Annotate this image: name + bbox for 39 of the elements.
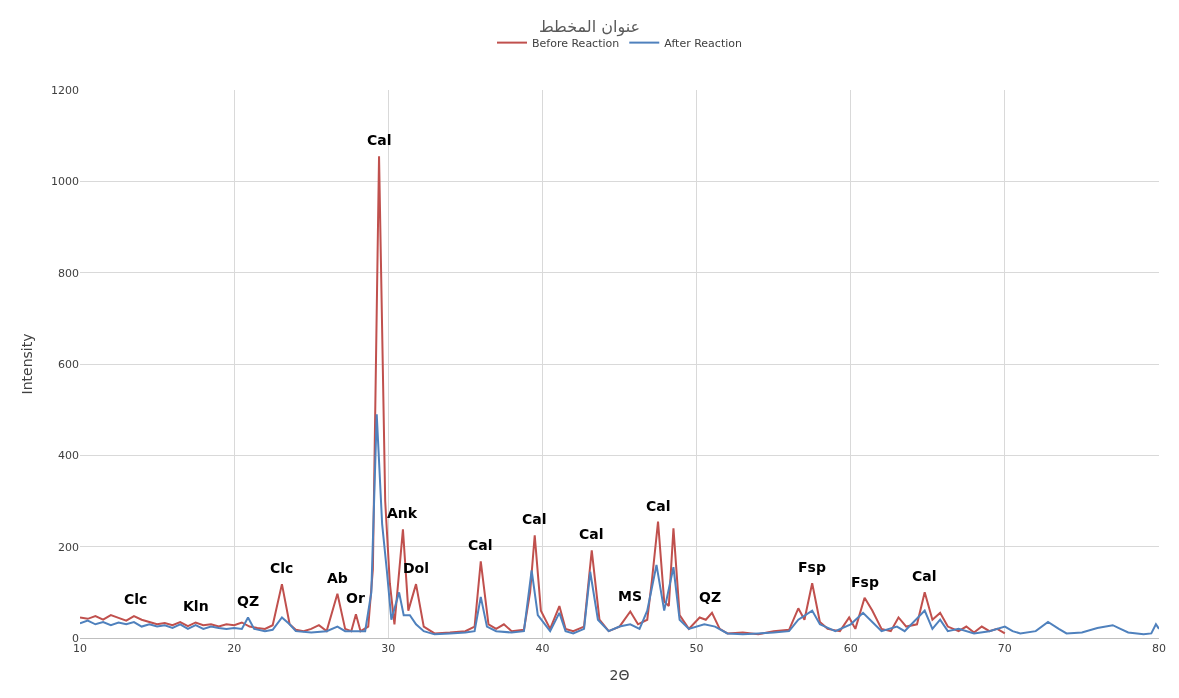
annotation: Clc [270, 560, 294, 576]
annotation: Kln [183, 598, 209, 614]
legend-label: Before Reaction [532, 36, 620, 50]
y-axis-title: Intensity [18, 333, 35, 395]
x-tick-label: 20 [227, 642, 242, 656]
x-tick-label: 10 [73, 642, 87, 656]
x-tick-label: 50 [689, 642, 704, 656]
x-tick-label: 70 [997, 642, 1012, 656]
x-axis-title: 2Θ [609, 666, 630, 683]
annotation: Cal [522, 511, 547, 527]
annotation: QZ [237, 593, 260, 609]
legend-label: After Reaction [664, 36, 742, 50]
y-tick-label: 800 [58, 266, 79, 280]
y-tick-label: 1200 [51, 83, 79, 97]
annotation: QZ [699, 589, 722, 605]
annotation: MS [618, 588, 643, 604]
y-tick-label: 600 [58, 357, 79, 371]
y-tick-label: 200 [58, 540, 79, 554]
annotation: Or [346, 590, 365, 606]
annotation: Ank [387, 505, 418, 521]
y-tick-label: 0 [72, 631, 79, 645]
annotation: Cal [367, 132, 392, 148]
annotation: Cal [468, 537, 493, 553]
annotation: Cal [646, 498, 671, 514]
chart-title: عنوان المخطط [538, 17, 641, 38]
y-tick-label: 1000 [51, 175, 79, 189]
annotation: Fsp [851, 574, 879, 590]
line-series [80, 155, 1006, 636]
annotation: Ab [327, 570, 348, 586]
annotation: Fsp [798, 559, 826, 575]
x-tick-label: 80 [1152, 642, 1166, 656]
x-tick-label: 30 [381, 642, 396, 656]
annotation: Cal [579, 526, 604, 542]
y-tick-label: 400 [58, 449, 79, 463]
x-tick-label: 60 [843, 642, 858, 656]
line-series [80, 413, 1159, 636]
annotation: Clc [124, 591, 148, 607]
x-tick-label: 40 [535, 642, 550, 656]
annotation: Cal [912, 568, 937, 584]
